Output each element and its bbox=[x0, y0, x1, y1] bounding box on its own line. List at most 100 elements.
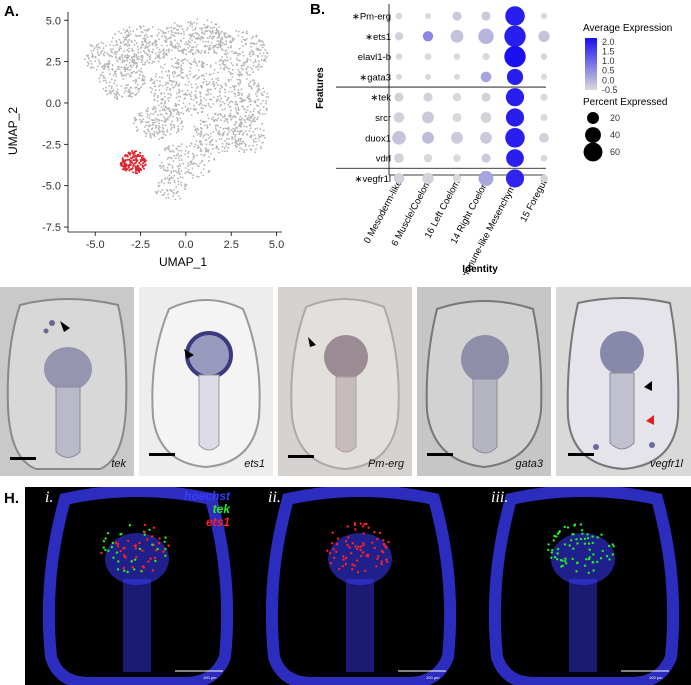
umap-point bbox=[223, 32, 225, 34]
umap-point bbox=[153, 85, 156, 88]
umap-point bbox=[139, 73, 142, 76]
umap-point bbox=[204, 104, 206, 107]
umap-point bbox=[155, 126, 158, 129]
umap-point bbox=[242, 38, 245, 41]
umap-point bbox=[148, 117, 151, 119]
umap-point bbox=[103, 54, 105, 57]
expression-dot bbox=[424, 53, 432, 60]
umap-highlight-point bbox=[127, 166, 130, 169]
umap-point bbox=[218, 90, 221, 92]
umap-highlight-point bbox=[134, 172, 137, 174]
umap-highlight-point bbox=[124, 167, 127, 170]
fluor-signal bbox=[342, 558, 345, 561]
umap-highlight-point bbox=[123, 162, 126, 165]
umap-point bbox=[176, 118, 179, 121]
fluor-signal bbox=[124, 556, 127, 559]
umap-point bbox=[167, 118, 169, 121]
fluor-signal bbox=[601, 549, 604, 553]
umap-point bbox=[182, 50, 185, 53]
umap-point bbox=[237, 109, 240, 112]
fluor-signal bbox=[156, 547, 159, 551]
umap-point bbox=[122, 66, 125, 69]
umap-point bbox=[167, 93, 170, 95]
umap-point bbox=[197, 69, 200, 72]
expression-dot bbox=[540, 113, 548, 122]
umap-point bbox=[136, 83, 139, 86]
umap-point bbox=[158, 48, 161, 51]
umap-point bbox=[172, 177, 174, 180]
umap-point bbox=[244, 145, 247, 148]
fluor-signal bbox=[100, 551, 103, 555]
umap-point bbox=[224, 127, 227, 130]
expression-dot bbox=[395, 73, 403, 80]
umap-point bbox=[166, 97, 169, 100]
umap-point bbox=[189, 37, 192, 40]
umap-point bbox=[149, 86, 152, 89]
umap-point bbox=[236, 146, 239, 148]
umap-point bbox=[170, 94, 173, 97]
fluor-signal bbox=[345, 556, 348, 560]
umap-point bbox=[146, 121, 149, 124]
umap-point bbox=[157, 190, 160, 192]
umap-point bbox=[217, 35, 220, 38]
umap-point bbox=[166, 177, 169, 179]
umap-point bbox=[223, 150, 226, 153]
umap-point bbox=[207, 148, 210, 151]
umap-point bbox=[206, 19, 209, 22]
umap-point bbox=[135, 93, 138, 95]
umap-highlight-point bbox=[119, 162, 122, 165]
umap-point bbox=[163, 169, 165, 172]
umap-point bbox=[252, 110, 255, 113]
fluor-signal bbox=[384, 545, 387, 548]
umap-point bbox=[248, 53, 251, 56]
umap-point bbox=[255, 148, 257, 150]
umap-point bbox=[180, 154, 183, 157]
umap-point bbox=[144, 131, 147, 134]
umap-point bbox=[209, 26, 212, 29]
umap-point bbox=[236, 130, 239, 133]
umap-point bbox=[213, 157, 216, 160]
umap-point bbox=[158, 126, 161, 128]
umap-point bbox=[205, 93, 208, 96]
umap-point bbox=[184, 185, 187, 187]
umap-point bbox=[201, 120, 204, 123]
umap-point bbox=[241, 148, 243, 151]
umap-point bbox=[169, 189, 172, 191]
umap-point bbox=[135, 62, 138, 64]
fluor-signal bbox=[351, 568, 354, 571]
umap-point bbox=[162, 194, 165, 196]
umap-point bbox=[249, 42, 252, 45]
fluor-signal bbox=[587, 557, 591, 561]
umap-point bbox=[147, 125, 150, 128]
umap-point bbox=[139, 51, 142, 54]
umap-point bbox=[174, 157, 177, 160]
fluor-signal bbox=[341, 565, 344, 568]
umap-xlabel: UMAP_1 bbox=[159, 255, 207, 269]
umap-point bbox=[129, 95, 131, 98]
umap-point bbox=[194, 83, 197, 86]
fluor-signal bbox=[591, 541, 594, 545]
fluor-signal bbox=[566, 526, 570, 529]
umap-point bbox=[235, 142, 238, 145]
fluor-signal bbox=[362, 532, 365, 535]
umap-point bbox=[118, 48, 121, 51]
umap-point bbox=[150, 136, 152, 139]
fluor-signal bbox=[380, 560, 383, 563]
umap-point bbox=[132, 92, 134, 94]
umap-point bbox=[234, 95, 237, 97]
fluor-signal bbox=[559, 559, 563, 562]
umap-highlight-point bbox=[124, 164, 127, 167]
umap-point bbox=[128, 43, 131, 46]
umap-point bbox=[188, 51, 190, 54]
umap-point bbox=[226, 67, 229, 69]
umap-point bbox=[186, 27, 189, 29]
umap-point bbox=[144, 61, 147, 64]
umap-point bbox=[210, 21, 213, 24]
umap-point bbox=[175, 92, 178, 95]
umap-point bbox=[230, 129, 233, 132]
umap-point bbox=[161, 35, 164, 38]
panel-label-h: H. bbox=[4, 490, 19, 507]
fluor-signal bbox=[555, 535, 558, 538]
umap-point bbox=[158, 119, 160, 121]
umap-point bbox=[99, 52, 102, 55]
